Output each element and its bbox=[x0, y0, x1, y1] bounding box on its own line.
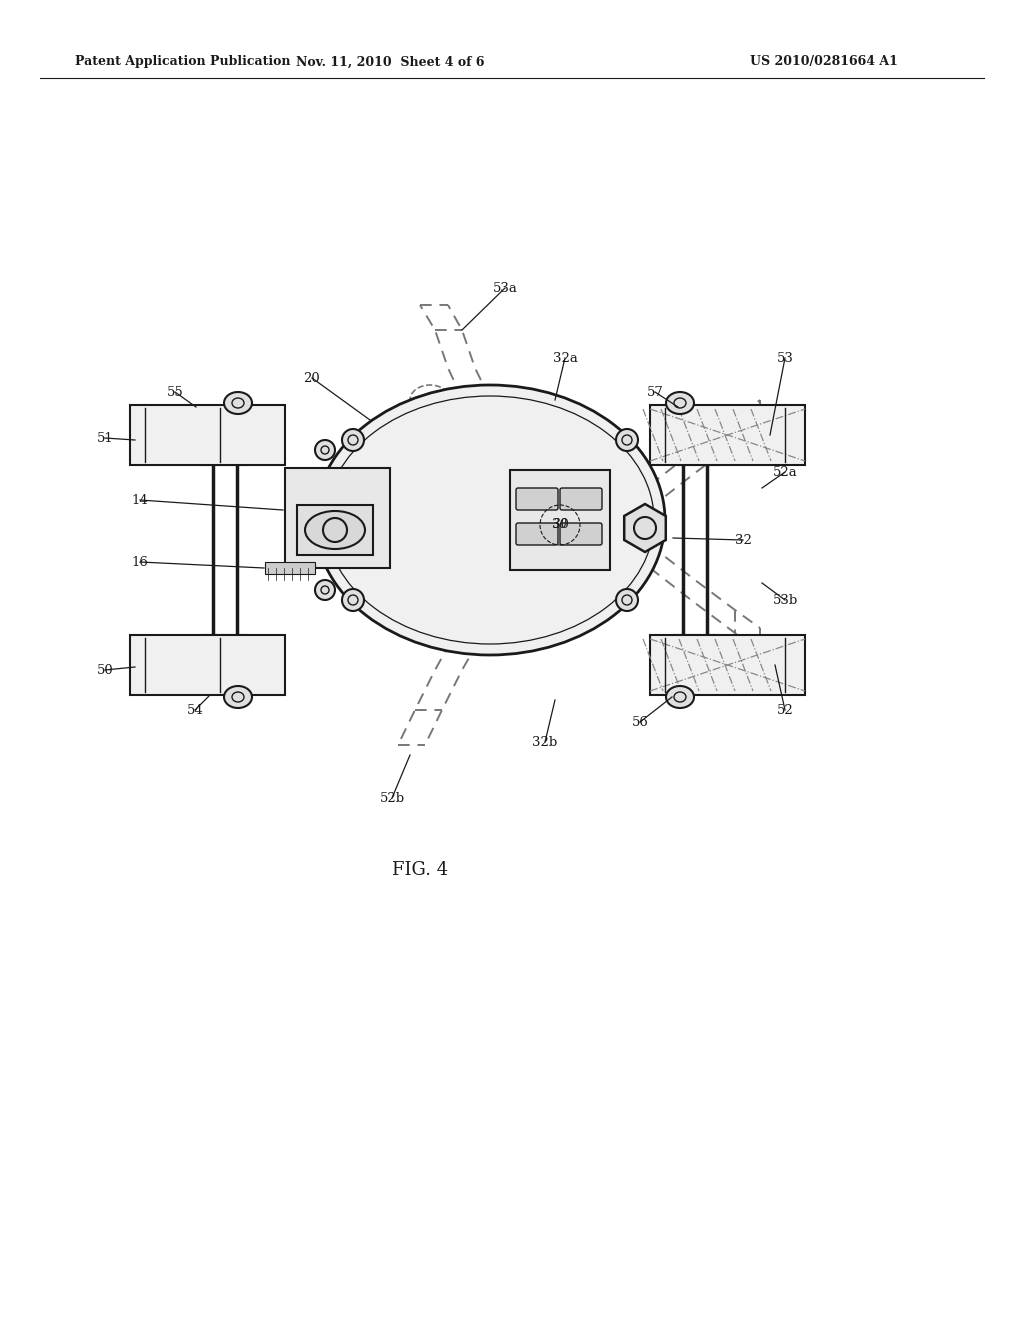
Circle shape bbox=[342, 429, 364, 451]
Ellipse shape bbox=[666, 686, 694, 708]
Text: US 2010/0281664 A1: US 2010/0281664 A1 bbox=[750, 55, 898, 69]
Text: 57: 57 bbox=[646, 385, 664, 399]
Ellipse shape bbox=[315, 385, 665, 655]
Bar bbox=[265, 562, 315, 574]
Text: 53a: 53a bbox=[493, 281, 517, 294]
FancyBboxPatch shape bbox=[516, 488, 558, 510]
Text: 50: 50 bbox=[96, 664, 114, 676]
Polygon shape bbox=[625, 504, 666, 552]
FancyBboxPatch shape bbox=[516, 523, 558, 545]
Text: 56: 56 bbox=[632, 715, 648, 729]
Text: 52b: 52b bbox=[380, 792, 404, 804]
Text: 52: 52 bbox=[776, 704, 794, 717]
Bar bbox=[285, 469, 390, 568]
Bar bbox=[650, 405, 805, 465]
Text: 32b: 32b bbox=[532, 735, 558, 748]
Bar bbox=[510, 470, 610, 570]
Text: 14: 14 bbox=[132, 494, 148, 507]
Text: 55: 55 bbox=[167, 385, 183, 399]
FancyBboxPatch shape bbox=[560, 488, 602, 510]
Ellipse shape bbox=[224, 392, 252, 414]
Ellipse shape bbox=[224, 686, 252, 708]
Text: 20: 20 bbox=[304, 371, 321, 384]
Text: 30: 30 bbox=[553, 519, 567, 532]
Text: 53: 53 bbox=[776, 351, 794, 364]
FancyBboxPatch shape bbox=[560, 523, 602, 545]
Text: 30: 30 bbox=[552, 519, 568, 532]
Circle shape bbox=[315, 579, 335, 601]
Text: FIG. 4: FIG. 4 bbox=[392, 861, 449, 879]
Text: 32: 32 bbox=[734, 533, 752, 546]
Circle shape bbox=[616, 429, 638, 451]
Ellipse shape bbox=[666, 392, 694, 414]
Text: 54: 54 bbox=[186, 704, 204, 717]
Bar bbox=[130, 405, 285, 465]
Bar bbox=[297, 506, 373, 554]
Ellipse shape bbox=[305, 511, 365, 549]
Text: 52a: 52a bbox=[773, 466, 798, 479]
Text: 32a: 32a bbox=[553, 351, 578, 364]
Text: 51: 51 bbox=[96, 432, 114, 445]
Bar bbox=[130, 635, 285, 696]
Text: 53b: 53b bbox=[772, 594, 798, 606]
Text: 16: 16 bbox=[131, 556, 148, 569]
Text: Nov. 11, 2010  Sheet 4 of 6: Nov. 11, 2010 Sheet 4 of 6 bbox=[296, 55, 484, 69]
Bar bbox=[650, 635, 805, 696]
Circle shape bbox=[342, 589, 364, 611]
Circle shape bbox=[315, 440, 335, 459]
Text: Patent Application Publication: Patent Application Publication bbox=[75, 55, 291, 69]
Circle shape bbox=[616, 589, 638, 611]
